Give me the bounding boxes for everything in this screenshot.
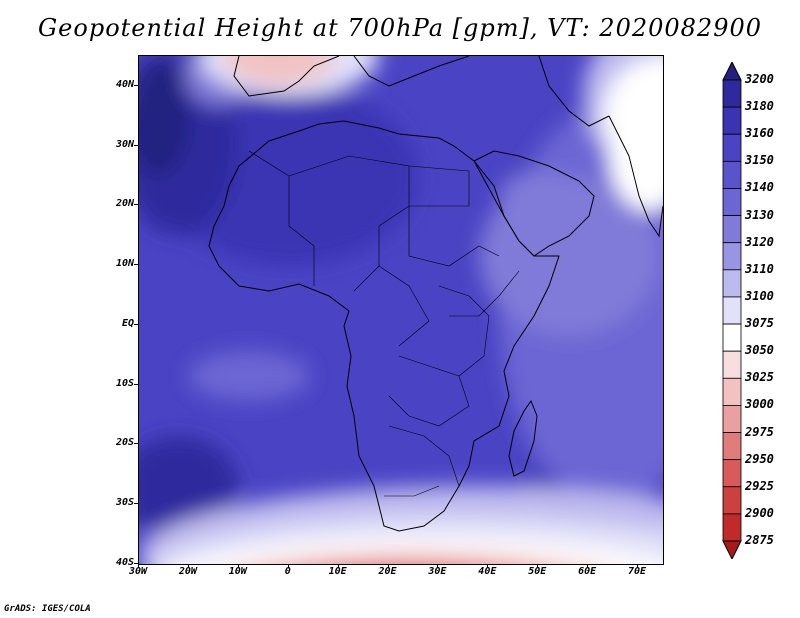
colorbar-label: 2925 — [745, 478, 774, 493]
lon-tick — [337, 564, 339, 568]
lat-label: 20S — [115, 437, 134, 449]
colorbar-label: 3150 — [745, 153, 774, 168]
lon-tick — [287, 564, 289, 568]
country-borders — [248, 150, 520, 497]
lon-tick — [237, 564, 239, 568]
lat-tick — [134, 264, 138, 266]
colorbar-swatch — [722, 323, 742, 352]
colorbar-swatch — [722, 269, 742, 298]
lat-label: 10S — [115, 377, 134, 389]
lat-label: 10N — [115, 258, 134, 270]
lat-label: 30N — [115, 138, 134, 150]
colorbar-label: 3110 — [745, 261, 774, 276]
lon-label: 40E — [478, 566, 497, 577]
colorbar-swatch — [722, 405, 742, 433]
lon-tick — [387, 564, 389, 568]
lat-label: 40N — [115, 78, 134, 90]
lon-tick — [637, 564, 639, 568]
colorbar-swatch — [722, 350, 742, 379]
lat-tick — [134, 323, 138, 325]
lat-tick — [134, 563, 138, 564]
colorbar-swatch — [722, 296, 742, 325]
colorbar-label: 3200 — [745, 72, 774, 86]
lon-tick — [537, 564, 539, 568]
lat-label: 30S — [115, 497, 134, 509]
lon-tick — [138, 564, 139, 568]
colorbar-label: 2975 — [745, 424, 774, 439]
colorbar-swatch — [722, 133, 742, 162]
lon-label: 30E — [428, 566, 447, 577]
colorbar-label: 2875 — [745, 533, 774, 547]
lat-label: 40S — [115, 557, 134, 568]
coastlines — [208, 56, 663, 532]
lat-tick — [134, 144, 138, 146]
colorbar-label: 3025 — [745, 370, 774, 385]
lon-tick — [587, 564, 589, 568]
colorbar-label: 3050 — [745, 343, 774, 358]
lat-label: EQ — [121, 317, 134, 329]
colorbar-label: 3120 — [745, 234, 774, 249]
lon-label: 30W — [128, 566, 148, 577]
lon-label: 10E — [328, 566, 347, 577]
colorbar-swatch — [722, 79, 742, 108]
colorbar-swatch — [722, 513, 742, 542]
lon-label: 60E — [578, 566, 597, 577]
colorbar-label: 3100 — [745, 288, 774, 303]
colorbar-label: 3000 — [745, 397, 774, 412]
colorbar-label: 3160 — [745, 126, 774, 141]
lon-label: 70E — [628, 566, 647, 577]
lat-tick — [134, 503, 138, 505]
colorbar — [722, 62, 742, 559]
height-field-shading — [139, 56, 663, 564]
map-canvas — [139, 56, 663, 564]
colorbar-label: 3140 — [745, 180, 774, 195]
lat-tick — [134, 204, 138, 206]
colorbar-swatch — [722, 215, 742, 244]
lon-tick — [437, 564, 439, 568]
geopotential-map — [138, 55, 664, 565]
colorbar-swatch — [722, 377, 742, 406]
lon-label: 10W — [228, 566, 247, 577]
colorbar-label: 3130 — [745, 207, 774, 222]
colorbar-label: 2900 — [745, 505, 774, 520]
colorbar-swatch — [722, 432, 742, 461]
colorbar-swatch — [722, 459, 742, 488]
lat-tick — [134, 383, 138, 385]
lon-label: 50E — [528, 566, 547, 577]
colorbar-top-triangle — [722, 62, 742, 81]
colorbar-bottom-triangle — [722, 540, 742, 559]
colorbar-swatch — [722, 242, 742, 271]
lon-tick — [487, 564, 489, 568]
lon-label: 20W — [178, 566, 197, 577]
colorbar-swatch — [722, 106, 742, 135]
colorbar-swatch — [722, 486, 742, 515]
map-title: Geopotential Height at 700hPa [gpm], VT:… — [38, 14, 762, 42]
colorbar-swatch — [722, 188, 742, 216]
lat-tick — [134, 443, 138, 445]
colorbar-label: 2950 — [745, 451, 774, 466]
colorbar-swatch — [722, 160, 742, 189]
colorbar-label: 3180 — [745, 99, 774, 114]
lon-tick — [187, 564, 189, 568]
colorbar-label: 3075 — [745, 316, 774, 331]
grads-credit: GrADS: IGES/COLA — [4, 604, 91, 614]
lat-label: 20N — [115, 198, 134, 210]
lon-label: 0 — [284, 566, 291, 577]
lon-label: 20E — [378, 566, 397, 577]
lat-tick — [134, 84, 138, 86]
